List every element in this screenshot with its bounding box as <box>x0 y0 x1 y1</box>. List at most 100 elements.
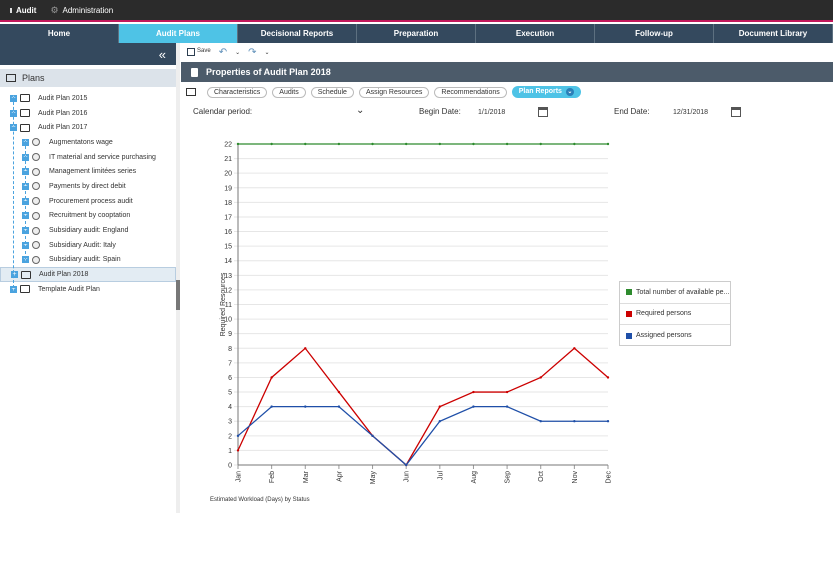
database-icon <box>32 211 40 220</box>
tree-item-label: Audit Plan 2016 <box>38 109 88 117</box>
tree-item[interactable]: + Template Audit Plan <box>0 282 176 297</box>
tree-item[interactable]: + Audit Plan 2016 <box>0 106 176 121</box>
tree-item-label: Payments by direct debit <box>49 182 126 190</box>
y-tick-label: 0 <box>228 463 232 470</box>
tree-item[interactable]: + Augmentatons wage <box>0 135 176 150</box>
data-point <box>505 405 509 408</box>
subtab-plan-reports-label: Plan Reports <box>518 88 562 95</box>
y-tick-label: 4 <box>228 404 232 411</box>
y-tick-label: 18 <box>224 200 232 207</box>
tree-item[interactable]: + Audit Plan 2015 <box>0 91 176 106</box>
expand-icon[interactable]: + <box>10 285 17 293</box>
plans-header-label: Plans <box>22 73 45 83</box>
book-icon <box>20 109 30 118</box>
plans-tree: + Audit Plan 2015 + Audit Plan 2016 + Audit P… <box>0 91 176 297</box>
tree-item[interactable]: + Procurement process audit <box>0 194 176 209</box>
tree-item-label: Recruitment by cooptation <box>49 212 131 220</box>
x-tick-label: Jan <box>236 471 243 482</box>
book-icon <box>20 123 30 132</box>
undo-icon[interactable]: ↶ <box>218 46 228 58</box>
data-point <box>573 347 576 350</box>
data-point <box>438 405 442 408</box>
calendar-icon[interactable] <box>538 107 548 117</box>
subtab-characteristics[interactable]: Characteristics <box>207 86 268 98</box>
end-date-label: End Date: <box>614 107 650 116</box>
tree-item[interactable]: + Subsidiary Audit: Italy <box>0 238 176 253</box>
begin-date-label: Begin Date: <box>419 107 461 116</box>
data-point <box>472 405 475 408</box>
tab-document-library[interactable]: Document Library <box>714 24 833 43</box>
series-line <box>237 405 608 466</box>
subtab-schedule[interactable]: Schedule <box>310 86 354 98</box>
tab-execution[interactable]: Execution <box>476 24 595 43</box>
tree-item[interactable]: + IT material and service purchasing <box>0 150 176 165</box>
data-point <box>337 405 341 408</box>
tree-item[interactable]: + Management limitées series <box>0 164 176 179</box>
data-point <box>606 420 610 423</box>
splitter-grip[interactable] <box>176 280 180 310</box>
data-point <box>539 142 542 146</box>
expand-icon[interactable]: + <box>11 271 18 279</box>
calendar-icon[interactable] <box>731 107 741 117</box>
tab-follow-up[interactable]: Follow-up <box>595 24 714 43</box>
tab-preparation[interactable]: Preparation <box>357 24 476 43</box>
x-tick-label: Oct <box>538 471 545 482</box>
chevron-down-icon[interactable]: ⌄ <box>264 49 270 56</box>
tree-item[interactable]: + Recruitment by cooptation <box>0 209 176 224</box>
subtab-plan-reports[interactable]: Plan Reports ⌄ <box>511 86 581 98</box>
tree-connector <box>13 97 14 289</box>
y-tick-label: 22 <box>224 142 232 149</box>
tree-item[interactable]: + Subsidiary audit: England <box>0 223 176 238</box>
toolbar: Save ↶ ⌄ ↷ ⌄ <box>181 43 833 61</box>
data-point <box>304 347 307 350</box>
legend-entry[interactable]: Required persons <box>620 304 730 326</box>
calendar-fields: Calendar period: ⌄ Begin Date: 1/1/2018 … <box>193 105 833 119</box>
database-icon <box>32 241 40 250</box>
y-tick-label: 8 <box>228 346 232 353</box>
save-button[interactable]: Save <box>187 48 211 56</box>
y-tick-label: 3 <box>228 419 232 426</box>
y-tick-label: 1 <box>228 448 232 455</box>
tree-item-label: Template Audit Plan <box>38 285 100 293</box>
y-tick-label: 9 <box>228 331 232 338</box>
begin-date-input[interactable]: 1/1/2018 <box>478 109 506 116</box>
save-label: Save <box>197 48 211 54</box>
legend-swatch <box>626 310 632 317</box>
x-tick-label: Nov <box>572 471 579 484</box>
y-tick-label: 12 <box>224 287 232 294</box>
topbar-administration[interactable]: ⚙ Administration <box>50 5 113 16</box>
redo-icon[interactable]: ↷ <box>248 46 257 58</box>
legend-entry[interactable]: Assigned persons <box>620 325 730 347</box>
end-date-input[interactable]: 12/31/2018 <box>673 109 709 116</box>
subtab-assign-resources[interactable]: Assign Resources <box>358 86 430 98</box>
database-icon <box>32 226 40 235</box>
tree-item[interactable]: + Audit Plan 2017 <box>0 120 176 135</box>
data-point <box>438 142 442 146</box>
topbar-audit[interactable]: Audit <box>10 6 36 15</box>
tab-decisional-reports[interactable]: Decisional Reports <box>238 24 357 43</box>
subtab-recommendations[interactable]: Recommendations <box>434 86 507 98</box>
legend-entry[interactable]: Total number of available pe... <box>620 282 730 304</box>
tab-audit-plans[interactable]: Audit Plans <box>119 24 238 43</box>
tree-item[interactable]: + Audit Plan 2018 <box>0 267 176 282</box>
x-tick-label: Dec <box>606 471 613 484</box>
subtab-audits[interactable]: Audits <box>272 86 306 98</box>
chart-caption: Estimated Workload (Days) by Status <box>210 497 310 503</box>
chevron-down-icon[interactable]: ⌄ <box>235 49 241 56</box>
tree-item-label: Audit Plan 2018 <box>39 271 89 279</box>
data-point <box>404 142 408 146</box>
tree-item-label: Subsidiary Audit: Italy <box>49 241 116 249</box>
tree-item[interactable]: + Subsidiary audit: Spain <box>0 253 176 268</box>
tab-home[interactable]: Home <box>0 24 119 43</box>
calendar-period-dropdown[interactable]: ⌄ <box>356 105 365 116</box>
save-icon <box>187 48 195 56</box>
tree-item-label: IT material and service purchasing <box>49 153 156 161</box>
calendar-period-label: Calendar period: <box>193 107 253 116</box>
expand-icon[interactable]: + <box>22 256 29 264</box>
panel-splitter[interactable] <box>176 43 180 513</box>
collapse-icon[interactable]: « <box>158 46 166 62</box>
plans-header: Plans <box>0 69 176 87</box>
y-tick-label: 21 <box>224 156 232 163</box>
y-tick-label: 6 <box>228 375 232 382</box>
tree-item[interactable]: + Payments by direct debit <box>0 179 176 194</box>
